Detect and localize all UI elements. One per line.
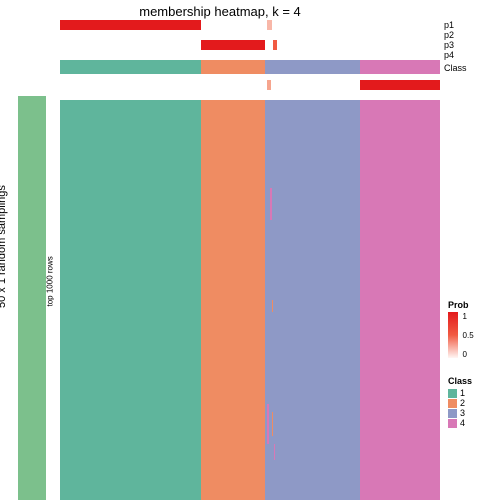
legend-class: Class 1234: [448, 376, 472, 428]
prob-tick: 1: [463, 312, 467, 321]
legend-swatch: [448, 409, 457, 418]
noise-mark: [272, 412, 273, 436]
class-band: [60, 60, 440, 74]
class-band-seg: [265, 60, 360, 74]
band-seg: [60, 20, 201, 30]
left-green-strip: [18, 96, 46, 500]
heat-col-3: [265, 100, 360, 500]
heat-col-4: [360, 100, 440, 500]
legend-class-item: 2: [448, 398, 472, 408]
legend-class-item: 4: [448, 418, 472, 428]
prob-band-p1: [60, 20, 440, 30]
legend-swatch: [448, 419, 457, 428]
class-band-seg: [60, 60, 201, 74]
band-label-p1: p1: [444, 20, 454, 30]
annotation-bands: [60, 20, 440, 74]
prob-band-p2: [60, 40, 440, 50]
legend-prob: Prob 10.50: [448, 300, 479, 358]
band-label-p3: p3: [444, 40, 454, 50]
y-axis-inner-label: top 1000 rows: [46, 256, 55, 306]
legend-class-item: 3: [448, 408, 472, 418]
legend-swatch: [448, 399, 457, 408]
band-seg: [273, 40, 277, 50]
noise-mark: [272, 300, 273, 312]
legend-item-label: 1: [460, 388, 465, 398]
noise-mark: [267, 404, 269, 444]
legend-class-item: 1: [448, 388, 472, 398]
band-label-p4: p4: [444, 50, 454, 60]
chart-title: membership heatmap, k = 4: [0, 4, 440, 19]
band-seg: [267, 80, 271, 90]
plot-area: [60, 20, 440, 500]
legend-swatch: [448, 389, 457, 398]
band-label-p2: p2: [444, 30, 454, 40]
class-band-seg: [201, 60, 266, 74]
legend-item-label: 3: [460, 408, 465, 418]
band-seg: [267, 20, 272, 30]
prob-tick: 0: [463, 350, 467, 359]
band-seg: [201, 40, 266, 50]
heat-col-2: [201, 100, 266, 500]
noise-mark: [270, 188, 272, 220]
legend-item-label: 4: [460, 418, 465, 428]
band-label-class: Class: [444, 63, 467, 73]
legend-item-label: 2: [460, 398, 465, 408]
main-heatmap: [60, 100, 440, 500]
prob-tick: 0.5: [463, 331, 474, 340]
noise-mark: [274, 444, 275, 460]
y-axis-outer-label: 50 x 1 random samplings: [0, 185, 8, 308]
class-band-seg: [360, 60, 440, 74]
legend-prob-gradient: [448, 312, 458, 358]
legend-prob-ticks: 10.50: [461, 312, 479, 358]
prob-band-p4: [60, 80, 440, 90]
band-seg: [360, 80, 440, 90]
legend-prob-title: Prob: [448, 300, 479, 310]
legend-class-title: Class: [448, 376, 472, 386]
heat-col-1: [60, 100, 201, 500]
